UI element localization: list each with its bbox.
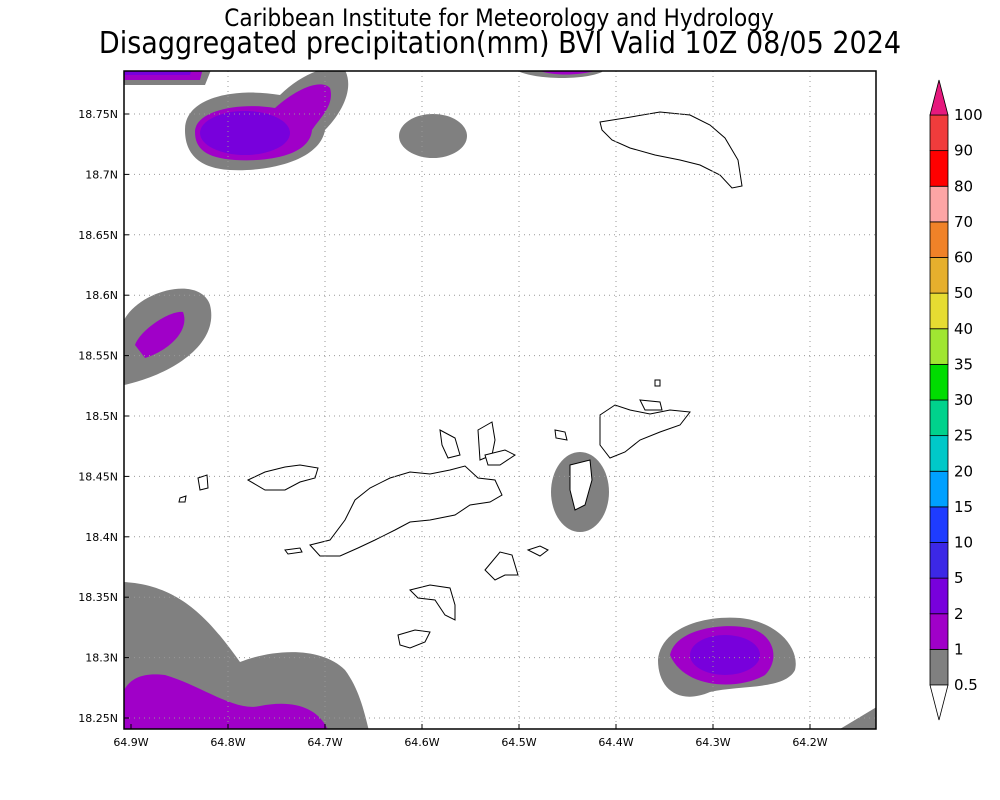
colorbar-segment xyxy=(929,150,949,187)
lat-label: 18.75N xyxy=(78,108,118,121)
colorbar-label: 5 xyxy=(954,569,964,587)
lat-label: 18.7N xyxy=(85,168,118,181)
lat-label: 18.55N xyxy=(78,350,118,363)
guana-island xyxy=(439,429,461,459)
colorbar-label: 50 xyxy=(954,284,973,302)
virgin-gorda xyxy=(599,404,691,459)
colorbar-segment xyxy=(929,292,949,330)
colorbar-segment xyxy=(929,613,949,650)
lon-label: 64.3W xyxy=(695,736,730,749)
lat-label: 18.25N xyxy=(78,712,118,725)
colorbar-label: 90 xyxy=(954,142,973,160)
lat-label: 18.45N xyxy=(78,470,118,483)
great-camanoe xyxy=(477,421,496,461)
colorbar-label: 60 xyxy=(954,249,973,267)
map-title: Disaggregated precipitation(mm) BVI Vali… xyxy=(98,26,902,61)
norman-island xyxy=(397,629,431,649)
lat-label: 18.5N xyxy=(85,410,118,423)
map-frame xyxy=(123,70,877,730)
lon-label: 64.6W xyxy=(404,736,439,749)
colorbar-segment xyxy=(929,221,949,258)
ginger-island xyxy=(526,545,549,557)
lon-label: 64.5W xyxy=(501,736,536,749)
lat-label: 18.65N xyxy=(78,229,118,242)
colorbar-segment xyxy=(929,185,949,223)
colorbar-label: 20 xyxy=(954,462,973,480)
colorbar-label: 0.5 xyxy=(954,676,978,694)
peter-island xyxy=(409,584,456,621)
colorbar-segment xyxy=(929,257,949,294)
colorbar-segment xyxy=(929,506,949,543)
colorbar-segment xyxy=(929,470,949,508)
lat-label: 18.3N xyxy=(85,652,118,665)
lon-label: 64.7W xyxy=(307,736,342,749)
lat-label: 18.6N xyxy=(85,289,118,302)
precip-band-0.5-1 xyxy=(124,71,876,729)
lon-label: 64.8W xyxy=(210,736,245,749)
colorbar-segment xyxy=(929,399,949,437)
colorbar-segment xyxy=(929,114,949,152)
scrub-island xyxy=(484,449,516,466)
colorbar-label: 40 xyxy=(954,320,973,338)
small-cay-2 xyxy=(554,429,568,441)
colorbar-segment xyxy=(929,542,949,579)
colorbar-label: 15 xyxy=(954,498,973,516)
small-cay-1 xyxy=(178,495,187,503)
lon-label: 64.2W xyxy=(792,736,827,749)
colorbar-segment xyxy=(929,328,949,365)
lon-label: 64.9W xyxy=(113,736,148,749)
institute-title: Caribbean Institute for Meteorology and … xyxy=(224,4,774,32)
colorbar-under-triangle xyxy=(929,684,949,721)
graticule xyxy=(124,71,876,729)
latitude-labels: 18.75N 18.7N 18.65N 18.6N 18.55N 18.5N 18.45N 1… xyxy=(78,108,118,725)
colorbar-label: 25 xyxy=(954,427,973,445)
colorbar-label: 80 xyxy=(954,177,973,195)
colorbar-label: 10 xyxy=(954,534,973,552)
small-cay-3 xyxy=(654,379,661,387)
colorbar-label: 2 xyxy=(954,605,964,623)
little-thatch xyxy=(284,547,303,555)
colorbar-segment xyxy=(929,435,949,472)
precipitation-field xyxy=(124,71,876,729)
islands-land xyxy=(178,111,743,649)
colorbar-label: 1 xyxy=(954,640,964,658)
colorbar-label: 35 xyxy=(954,355,973,373)
colorbar-label: 70 xyxy=(954,213,973,231)
jost-van-dyke xyxy=(246,464,319,491)
lat-label: 18.4N xyxy=(85,531,118,544)
lat-label: 18.35N xyxy=(78,591,118,604)
longitude-labels: 64.9W 64.8W 64.7W 64.6W 64.5W 64.4W 64.3W 64.2W xyxy=(113,736,827,749)
colorbar-segment xyxy=(929,363,949,401)
eustatia xyxy=(639,399,663,411)
gorda-south xyxy=(569,459,593,511)
sandy-cay xyxy=(197,474,209,491)
tortola-island xyxy=(309,465,503,557)
colorbar-segment xyxy=(929,648,949,686)
anegada-island xyxy=(599,111,743,189)
precip-band-2-5 xyxy=(124,71,760,675)
lon-label: 64.4W xyxy=(598,736,633,749)
colorbar-label: 100 xyxy=(954,106,983,124)
colorbar-segment xyxy=(929,577,949,615)
colorbar-over-triangle xyxy=(929,79,949,116)
colorbar-label: 30 xyxy=(954,391,973,409)
cooper-island xyxy=(484,551,519,581)
